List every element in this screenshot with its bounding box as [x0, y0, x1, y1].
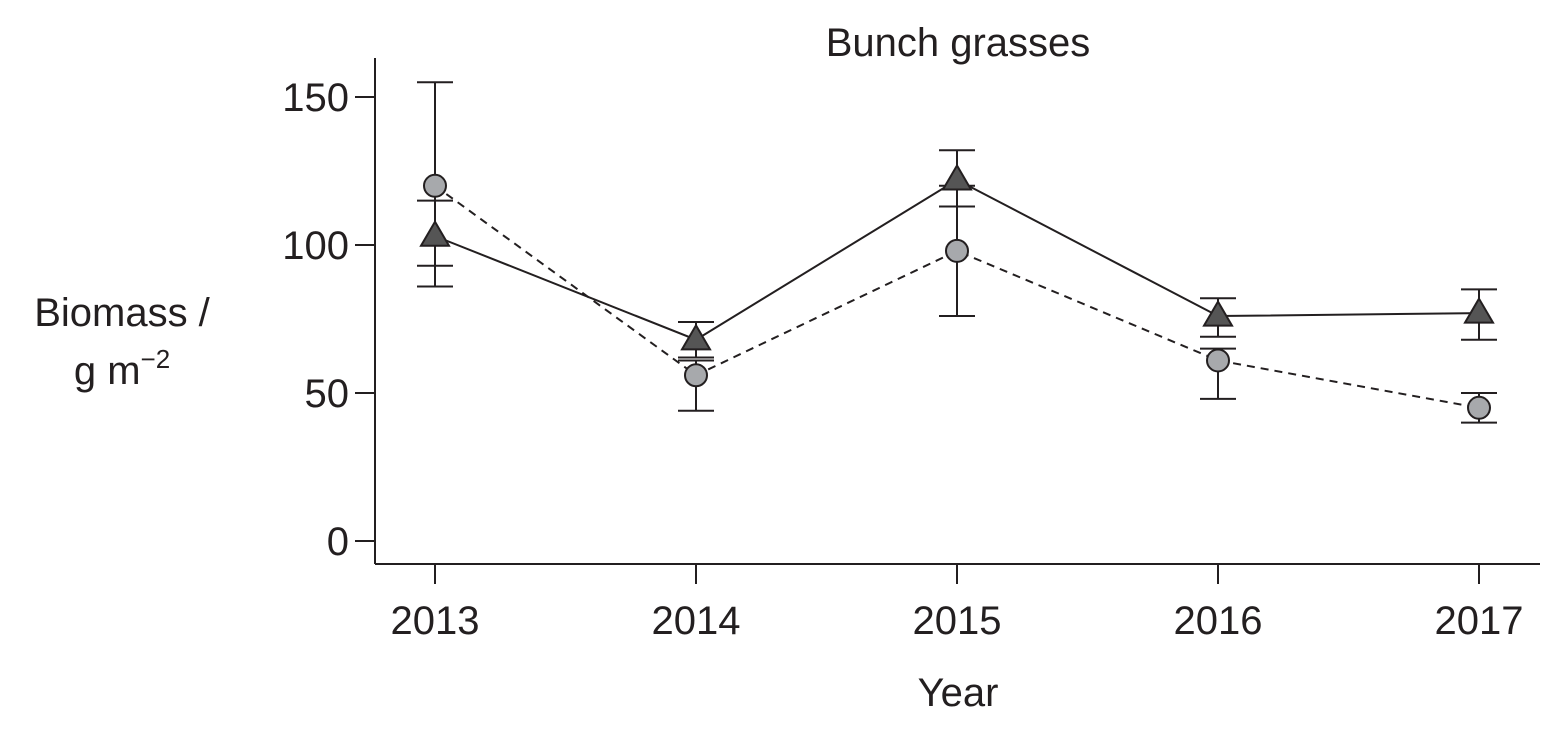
chart-title: Bunch grasses	[826, 21, 1091, 65]
x-axis-title: Year	[918, 671, 999, 715]
y-axis-title-line2: g m−2	[74, 344, 170, 393]
data-point-circle	[945, 238, 969, 263]
y-tick-label: 100	[282, 224, 349, 268]
x-tick-label: 2017	[1435, 599, 1524, 643]
x-tick-label: 2016	[1174, 599, 1263, 643]
y-tick-label: 150	[282, 76, 349, 120]
data-point-triangle	[1202, 299, 1234, 327]
series-layer	[417, 81, 1497, 424]
data-point-triangle	[419, 219, 451, 247]
data-point-circle	[684, 363, 708, 388]
y-axis-title-unit: g m	[74, 349, 141, 393]
axes: 0 50 100 150 2013 2014 2015 2016 2017	[282, 58, 1540, 643]
y-tick-label: 50	[305, 372, 350, 416]
x-tick-label: 2013	[391, 599, 480, 643]
data-point-triangle	[1463, 296, 1495, 324]
x-tick-label: 2014	[652, 599, 741, 643]
data-point-circle	[423, 173, 447, 198]
y-axis-title-line1: Biomass /	[34, 291, 210, 335]
y-tick-label: 0	[327, 520, 349, 564]
x-tick-label: 2015	[913, 599, 1002, 643]
y-axis-title-exponent: −2	[141, 344, 171, 374]
data-point-circle	[1206, 348, 1230, 373]
data-point-triangle	[680, 323, 712, 351]
series-line-circle	[434, 184, 1480, 409]
data-point-circle	[1467, 395, 1491, 420]
data-point-triangle	[941, 163, 973, 191]
